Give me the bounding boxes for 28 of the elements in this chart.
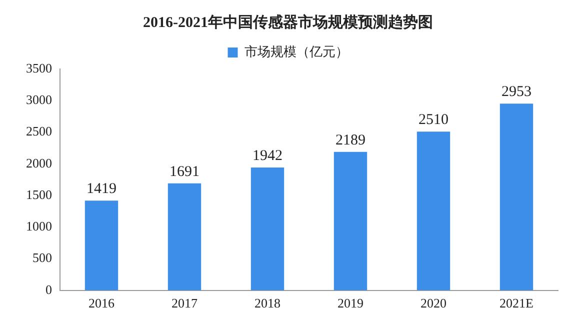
data-label: 2953 (502, 84, 532, 100)
x-tick-label: 2021E (500, 296, 534, 311)
y-tick-label: 0 (46, 282, 52, 297)
bar (84, 200, 118, 290)
data-label: 1942 (252, 148, 282, 164)
x-tick-label: 2016 (88, 296, 115, 311)
data-label: 1691 (170, 164, 200, 180)
x-tick-label: 2017 (172, 296, 198, 311)
data-label: 2510 (418, 112, 448, 128)
bar (168, 183, 202, 290)
y-tick-label: 2500 (26, 124, 52, 139)
y-tick-label: 1500 (26, 186, 52, 202)
y-tick-label: 500 (32, 250, 52, 266)
data-label: 1419 (86, 181, 116, 198)
legend-label: 市场规模（亿元） (244, 44, 348, 60)
bar (334, 152, 368, 290)
data-label: 2189 (336, 132, 366, 148)
x-tick-label: 2020 (420, 296, 446, 311)
bar (500, 104, 534, 290)
x-tick-label: 2019 (338, 296, 364, 311)
y-tick-label: 3500 (26, 60, 52, 76)
bar (416, 132, 450, 290)
bar (250, 168, 284, 290)
y-tick-label: 1000 (26, 218, 52, 234)
x-tick-label: 2018 (254, 296, 280, 311)
y-tick-label: 2000 (26, 155, 52, 170)
chart-title: 2016-2021年中国传感器市场规模预测趋势图 (143, 12, 433, 31)
y-tick-label: 3000 (26, 92, 52, 108)
